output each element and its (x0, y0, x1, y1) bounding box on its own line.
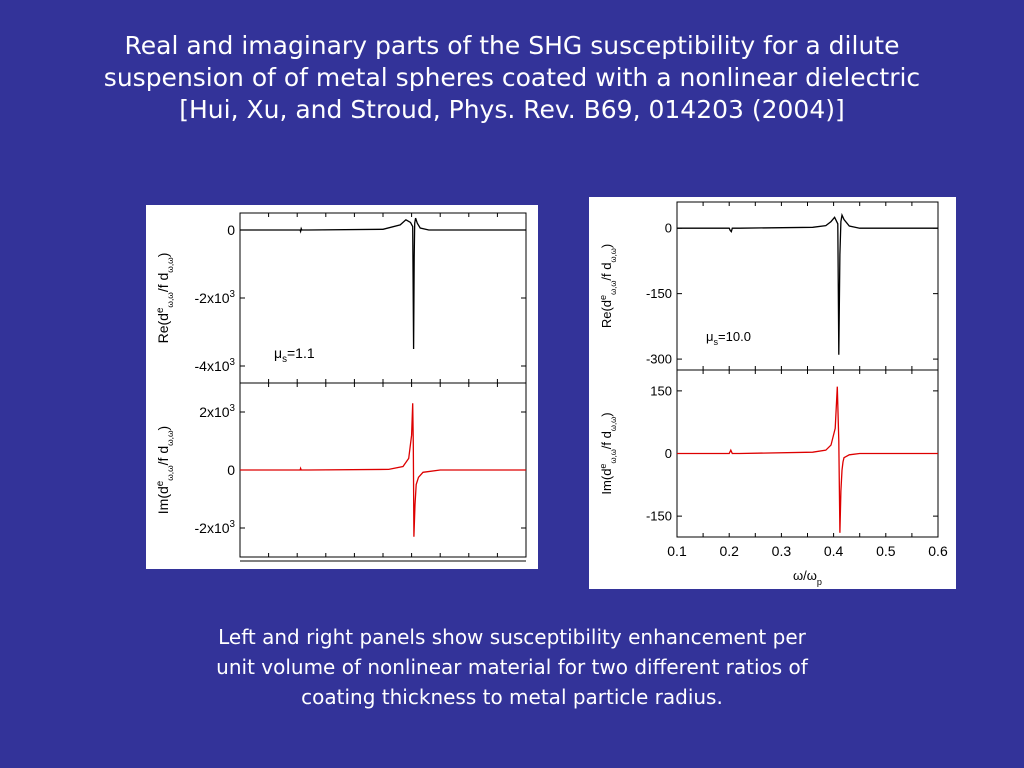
left-subplot-1-ytick-label-2: -2x103 (195, 519, 236, 536)
right-xtick-label-2: 0.3 (772, 543, 792, 559)
title-line-3: [Hui, Xu, and Stroud, Phys. Rev. B69, 01… (179, 95, 845, 124)
left-subplot-1-ytick-label-0: 2x103 (199, 403, 235, 420)
right-subplot-1-ytick-label-1: 0 (665, 446, 672, 461)
caption-line-3: coating thickness to metal particle radi… (301, 685, 723, 709)
figure-panel-left: 0 -2x103 -4x103 Re(deω,ω/f dω,ω) 2x103 0 -2x10… (146, 205, 538, 569)
left-subplot-0-ytick-label-2: -4x103 (195, 357, 236, 374)
title-line-2: suspension of of metal spheres coated wi… (103, 63, 921, 92)
right-annotation: μs=10.0 (706, 329, 751, 347)
chart-left-svg: 0 -2x103 -4x103 Re(deω,ω/f dω,ω) 2x103 0 -2x10… (155, 212, 527, 562)
right-xtick-label-3: 0.4 (824, 543, 844, 559)
right-subplot-1-series-line (677, 386, 938, 533)
caption-line-1: Left and right panels show susceptibilit… (218, 625, 806, 649)
slide-caption: Left and right panels show susceptibilit… (150, 622, 874, 712)
right-xtick-label-5: 0.6 (928, 543, 948, 559)
right-xlabel: ω/ωp (793, 568, 822, 587)
right-xtick-label-4: 0.5 (876, 543, 896, 559)
figure-panel-right: 0 -150 -300 Re(deω,ω/f dω,ω) 150 0 -150 Im(deω,… (589, 197, 956, 589)
left-annotation: μs=1.1 (274, 345, 315, 365)
right-xtick-label-1: 0.2 (719, 543, 739, 559)
right-subplot-1-ylabel: Im(deω,ω/f dω,ω) (598, 412, 618, 494)
right-subplot-0-series-line (677, 212, 938, 355)
slide-title: Real and imaginary parts of the SHG susc… (80, 30, 944, 126)
left-subplot-1-ylabel: Im(deω,ω/f dω,ω) (155, 426, 175, 514)
left-subplot-0-ytick-label-1: -2x103 (195, 289, 236, 306)
right-xtick-label-0: 0.1 (667, 543, 687, 559)
left-subplot-0-ylabel: Re(deω,ω/f dω,ω) (155, 253, 175, 344)
right-subplot-1-ytick-label-2: -150 (646, 509, 672, 524)
right-subplot-0-ylabel: Re(deω,ω/f dω,ω) (598, 244, 618, 328)
caption-line-2: unit volume of nonlinear material for tw… (216, 655, 808, 679)
left-subplot-0-ytick-label-0: 0 (227, 222, 235, 238)
right-subplot-0-ytick-label-1: -150 (646, 286, 672, 301)
left-subplot-1-ytick-label-1: 0 (227, 462, 235, 478)
right-subplot-1-ytick-label-0: 150 (650, 383, 672, 398)
right-subplot-0-ytick-label-0: 0 (665, 221, 672, 236)
title-line-1: Real and imaginary parts of the SHG susc… (124, 31, 900, 60)
left-subplot-1-series-line (240, 403, 526, 537)
left-subplot-0-series-line (240, 217, 526, 350)
right-subplot-0-ytick-label-2: -300 (646, 352, 672, 367)
chart-right-svg: 0 -150 -300 Re(deω,ω/f dω,ω) 150 0 -150 Im(deω,… (598, 201, 948, 587)
